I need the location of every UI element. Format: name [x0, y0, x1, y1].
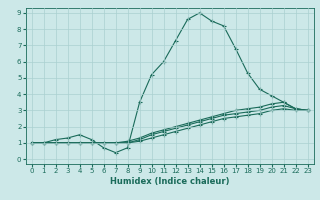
X-axis label: Humidex (Indice chaleur): Humidex (Indice chaleur) [110, 177, 229, 186]
